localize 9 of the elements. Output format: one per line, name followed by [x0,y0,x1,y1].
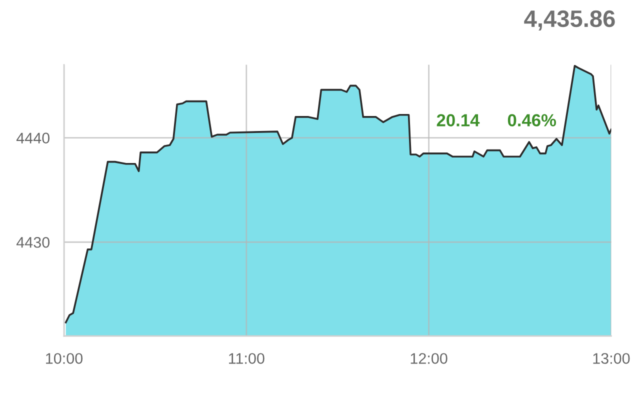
y-tick-label: 4440 [16,132,50,144]
text: 4,435.86 [524,10,615,31]
x-tick-label: 13:00 [593,353,630,364]
x-tick-label: 12:00 [410,353,448,364]
annotation: 20.14 [436,114,480,126]
x-tick-label: 10:00 [46,353,83,364]
y-tick-label: 4430 [16,236,50,248]
x-tick-label: 11:00 [229,353,264,364]
annotation: 0.46% [508,114,556,126]
